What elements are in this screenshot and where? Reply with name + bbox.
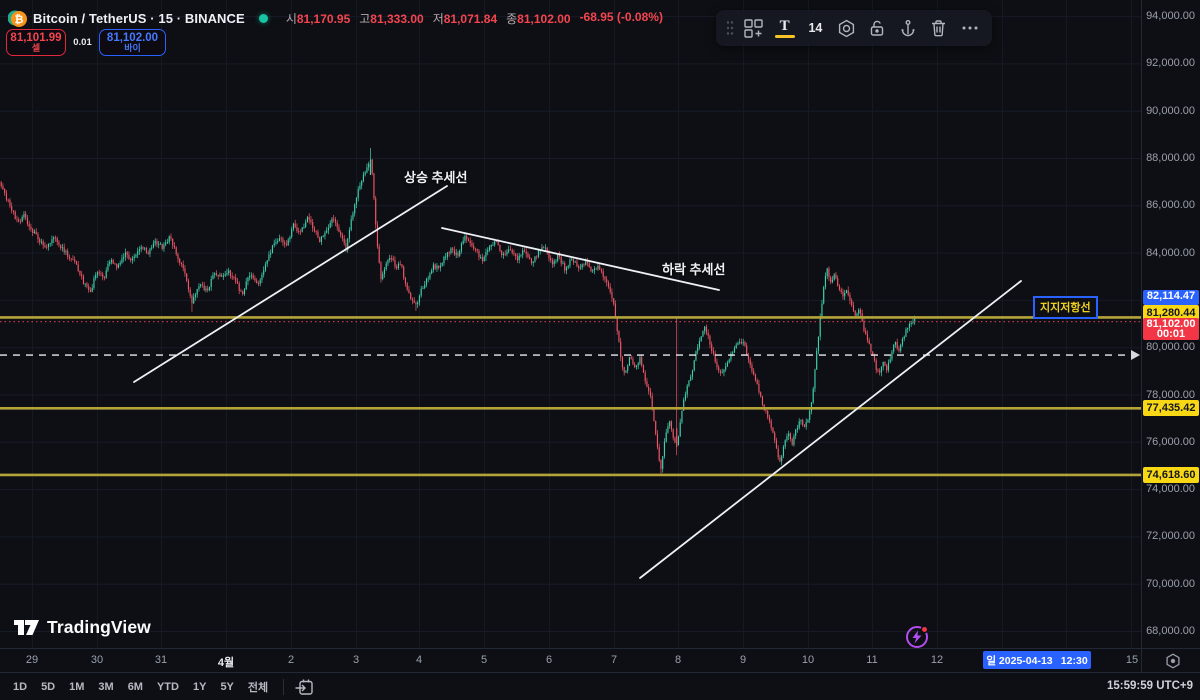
price-tick: 78,000.00 — [1146, 388, 1195, 401]
price-tick: 72,000.00 — [1146, 530, 1195, 543]
range-button-5y[interactable]: 5Y — [220, 680, 234, 693]
price-change: -68.95 (-0.08%) — [579, 9, 663, 24]
price-tick: 68,000.00 — [1146, 625, 1195, 637]
time-tick: 3 — [352, 654, 360, 666]
range-button-1d[interactable]: 1D — [13, 680, 28, 693]
font-size-select[interactable]: 14 — [808, 21, 823, 35]
price-tick: 90,000.00 — [1146, 104, 1195, 117]
price-tick: 88,000.00 — [1146, 152, 1195, 164]
price-tick: 94,000.00 — [1146, 10, 1195, 23]
axis-settings-gear-icon[interactable] — [1164, 652, 1182, 670]
time-tick: 30 — [90, 654, 104, 666]
sell-button[interactable]: 81,101.99 셀 — [6, 29, 66, 56]
ohlc-readout: 시81,170.95 고81,333.00 저81,071.84 종81,102… — [285, 9, 663, 26]
svg-text:₿: ₿ — [15, 14, 24, 26]
level-price-label: 81,280.44 — [1143, 304, 1199, 321]
drag-handle[interactable] — [722, 14, 737, 42]
time-tick: 7 — [610, 654, 618, 666]
tradingview-watermark: TradingView — [13, 616, 151, 639]
price-tick: 92,000.00 — [1146, 57, 1195, 70]
time-tick: 8 — [674, 654, 682, 666]
chart-pane[interactable] — [0, 0, 1141, 648]
tradingview-logo-icon — [14, 620, 39, 635]
level-price-label: 74,618.60 — [1143, 466, 1199, 483]
range-button-6m[interactable]: 6M — [127, 680, 143, 693]
price-tick: 76,000.00 — [1146, 435, 1195, 448]
time-tick: 12 — [930, 654, 944, 666]
time-tick: 4 — [415, 654, 423, 666]
price-tick: 84,000.00 — [1146, 246, 1195, 259]
range-button-ytd[interactable]: YTD — [156, 680, 179, 693]
market-status-dot-icon — [258, 13, 268, 23]
anchor-icon[interactable] — [894, 14, 923, 42]
time-axis[interactable]: 일 2025-04-13 12:30 29 30 31 4월 2 3 4 5 6 7 8 9 10 11 1… — [0, 649, 1200, 672]
range-button-전체[interactable]: 전체 — [247, 681, 269, 694]
price-tick: 80,000.00 — [1146, 341, 1195, 354]
buy-price: 81,102.00 — [106, 31, 159, 44]
trash-icon[interactable] — [924, 14, 953, 42]
order-widget: 81,101.99 셀 0.01 81,102.00 바이 — [6, 29, 166, 56]
buy-button[interactable]: 81,102.00 바이 — [99, 29, 166, 56]
uptrend-long-line[interactable] — [639, 280, 1022, 579]
downtrend-line[interactable] — [441, 227, 720, 291]
time-tick: 29 — [25, 654, 39, 666]
time-tick: 2 — [287, 654, 295, 666]
price-arrow-icon — [1131, 350, 1140, 361]
active-tool-underline — [774, 34, 795, 38]
axis-separator-vertical — [1141, 0, 1142, 672]
alert-price-label: 82,114.47 — [1143, 290, 1199, 306]
price-tick: 74,000.00 — [1146, 483, 1195, 496]
price-axis[interactable]: 94,000.00 92,000.00 90,000.00 88,000.00 86,0… — [1142, 0, 1200, 648]
pair-logo-icon: ₿ — [7, 9, 27, 28]
symbol-title[interactable]: Bitcoin / TetherUS · 15 · BINANCE — [33, 10, 245, 26]
time-tick: 5 — [480, 654, 488, 666]
time-tick: 15 — [1125, 654, 1139, 666]
drawing-toolbar: T 14 — [716, 10, 992, 46]
level-price-label: 77,435.42 — [1143, 400, 1199, 417]
range-button-1m[interactable]: 1M — [69, 680, 85, 693]
clock-utc[interactable]: 15:59:59 UTC+9 — [1107, 680, 1193, 692]
time-tick: 11 — [866, 654, 878, 666]
axis-separator-top — [0, 648, 1200, 649]
price-tick: 70,000.00 — [1146, 577, 1195, 590]
current-price-label: 81,102.00 00:01 — [1143, 317, 1199, 340]
symbol-header: ₿ Bitcoin / TetherUS · 15 · BINANCE 시81,… — [7, 8, 663, 28]
range-buttons: 1D 5D 1M 3M 6M YTD 1Y 5Y 전체 — [6, 676, 275, 698]
time-tick: 6 — [545, 654, 553, 666]
add-widget-icon[interactable] — [739, 14, 768, 42]
time-tick: 9 — [739, 654, 747, 666]
up-wicks — [21, 147, 916, 473]
time-tick: 31 — [154, 654, 168, 666]
date-marker-label[interactable]: 일 2025-04-13 12:30 — [983, 651, 1091, 669]
style-settings-icon[interactable] — [832, 14, 861, 42]
downtrend-annotation[interactable]: 하락 추세선 — [662, 262, 726, 277]
candlestick-chart[interactable] — [0, 0, 1141, 648]
range-button-5d[interactable]: 5D — [41, 680, 56, 693]
price-tick: 86,000.00 — [1146, 199, 1195, 212]
text-tool-active[interactable]: T — [770, 14, 799, 42]
time-tick: 4월 — [217, 657, 235, 669]
uptrend-annotation[interactable]: 상승 추세선 — [404, 170, 468, 185]
market-buzz-icon[interactable] — [903, 623, 931, 651]
lock-open-icon[interactable] — [863, 14, 892, 42]
more-options-icon[interactable] — [955, 14, 984, 42]
goto-date-icon[interactable] — [292, 677, 316, 697]
support-resistance-annotation[interactable]: 지지저항선 — [1033, 296, 1098, 319]
buy-label: 바이 — [124, 42, 141, 53]
sell-price: 81,101.99 — [10, 31, 62, 44]
time-tick: 10 — [801, 654, 815, 666]
spread-value: 0.01 — [73, 37, 92, 48]
uptrend-left-line[interactable] — [133, 185, 448, 383]
range-toolbar: 1D 5D 1M 3M 6M YTD 1Y 5Y 전체 — [0, 673, 1200, 700]
range-button-1y[interactable]: 1Y — [192, 680, 207, 693]
sell-label: 셀 — [31, 42, 41, 53]
axis-separator-bottom — [0, 672, 1200, 673]
range-button-3m[interactable]: 3M — [98, 680, 114, 693]
